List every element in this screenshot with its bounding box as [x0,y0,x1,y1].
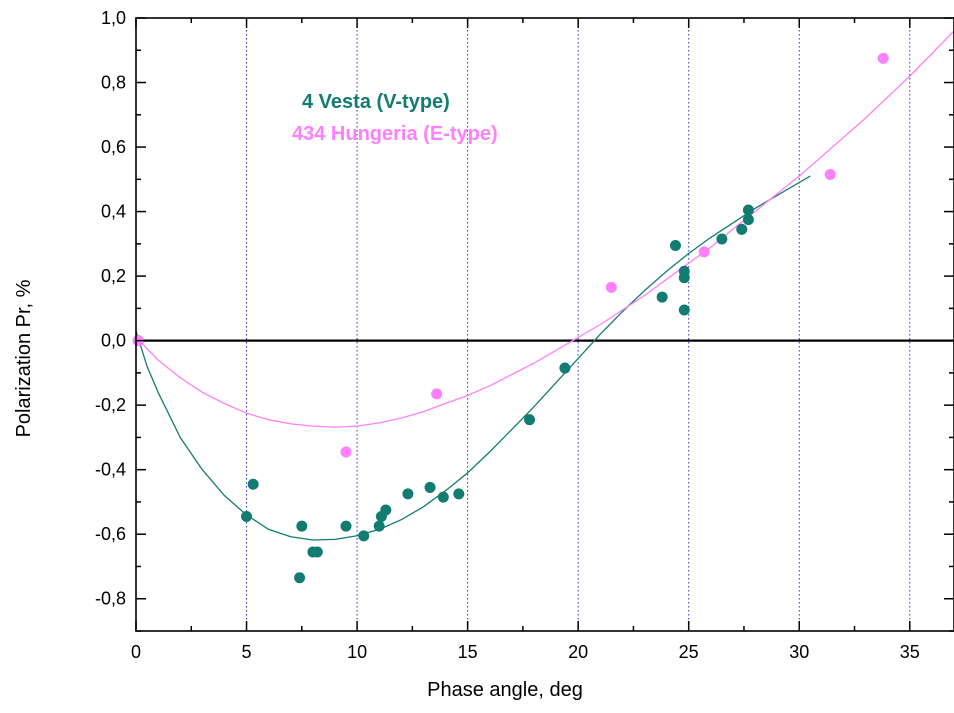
data-points [132,52,889,584]
data-point-series-1 [605,281,617,293]
data-point-series-0 [437,491,449,503]
x-tick-label: 20 [568,642,588,662]
data-point-series-0 [453,488,465,500]
legend-entry-vesta: 4 Vesta (V-type) [302,91,450,113]
data-point-series-0 [559,362,571,374]
x-axis-tick-labels: 0 5 10 15 20 25 30 35 [131,642,920,662]
y-tick-label: 0,8 [101,73,126,93]
x-tick-label: 35 [900,642,920,662]
y-tick-label: -0,8 [95,589,126,609]
data-point-series-0 [716,233,728,245]
x-tick-label: 15 [458,642,478,662]
data-point-series-1 [824,168,836,180]
y-tick-label: -0,4 [95,460,126,480]
data-point-series-0 [241,510,253,522]
data-point-series-1 [698,246,710,258]
data-point-series-0 [294,572,306,584]
y-tick-label: -0,2 [95,395,126,415]
data-point-series-1 [340,446,352,458]
data-point-series-0 [656,291,668,303]
data-point-series-1 [431,388,443,400]
x-tick-label: 5 [242,642,252,662]
y-tick-label: 0,4 [101,202,126,222]
data-point-series-0 [742,214,754,226]
data-point-series-0 [402,488,414,500]
y-tick-label: -0,6 [95,524,126,544]
axis-ticks [135,17,954,632]
y-tick-label: 0,6 [101,137,126,157]
fit-curve-series-0 [135,175,811,541]
data-point-series-0 [373,520,385,532]
plot-frame [135,17,954,632]
data-point-series-0 [678,304,690,316]
data-point-series-1 [877,52,889,64]
x-tick-label: 0 [131,642,141,662]
x-axis-title: Phase angle, deg [427,679,583,701]
x-tick-label: 10 [347,642,367,662]
data-point-series-0 [524,414,536,426]
data-point-series-0 [380,504,392,516]
legend: 4 Vesta (V-type) 434 Hungeria (E-type) [292,91,498,145]
y-tick-label: 0,2 [101,266,126,286]
data-point-series-0 [296,520,308,532]
fit-curves [135,30,954,541]
data-point-series-0 [358,530,370,542]
data-point-series-0 [742,204,754,216]
data-point-series-0 [424,481,436,493]
data-point-series-0 [736,223,748,235]
x-tick-label: 30 [789,642,809,662]
data-point-series-0 [678,272,690,284]
y-tick-label: 1,0 [101,8,126,28]
fit-curve-series-1 [135,30,954,428]
data-point-series-0 [311,546,323,558]
legend-entry-hungeria: 434 Hungeria (E-type) [292,123,498,145]
y-axis-title: Polarization Pr, % [13,279,35,437]
x-tick-label: 25 [679,642,699,662]
data-point-series-0 [247,478,259,490]
y-axis-tick-labels: -0,8 -0,6 -0,4 -0,2 0,0 0,2 0,4 0,6 0,8 1,0 [95,8,126,609]
data-point-series-0 [669,239,681,251]
y-tick-label: 0,0 [101,331,126,351]
data-point-series-0 [340,520,352,532]
